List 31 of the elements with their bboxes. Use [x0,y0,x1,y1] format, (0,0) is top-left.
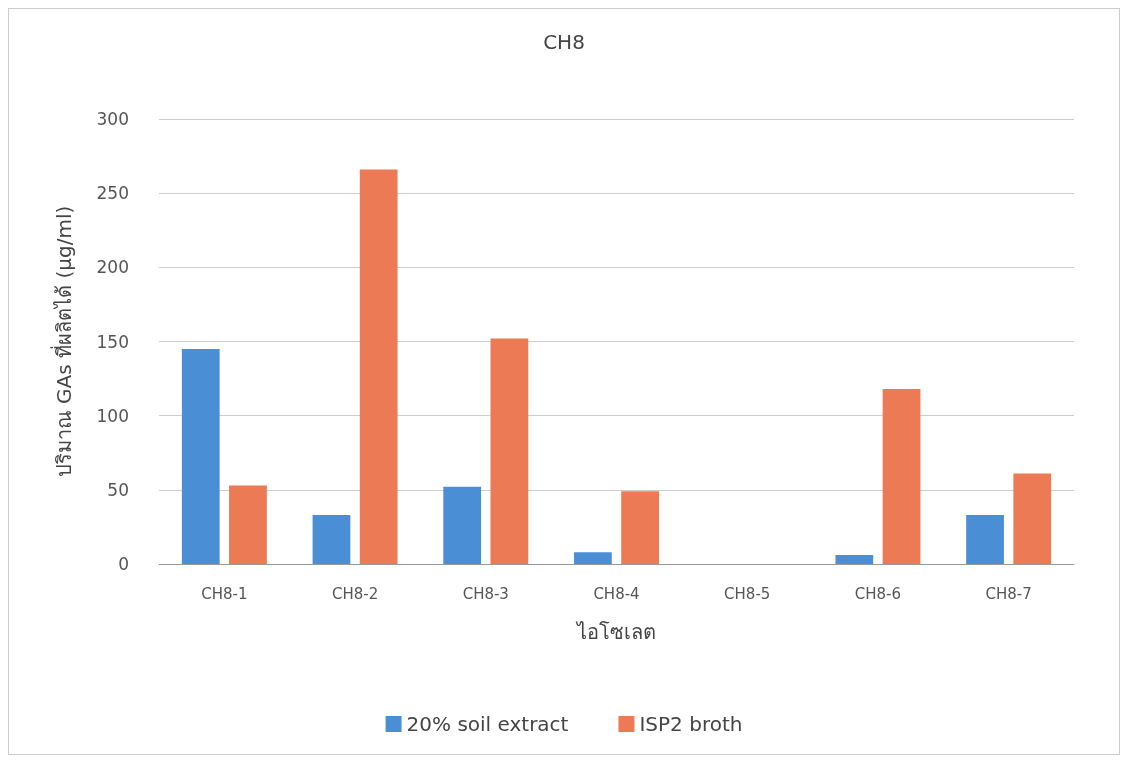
y-tick-label: 200 [96,257,129,278]
bar [966,515,1004,564]
legend-label: 20% soil extract [406,712,569,736]
bar [835,555,874,564]
x-tick-label: CH8-2 [331,584,379,603]
y-tick-label: 50 [107,479,129,500]
y-tick-label: 150 [96,331,129,352]
y-tick-label: 300 [96,109,129,129]
y-axis-title: ปริมาณ GAs ที่ผลิตได้ (µg/ml) [50,205,76,478]
bar [359,169,398,564]
x-tick-label: CH8-3 [462,584,509,603]
bar [1013,473,1052,564]
chart-title: CH8 [543,30,585,54]
bar [621,491,659,564]
bar [312,515,351,564]
x-tick-label: CH8-7 [985,584,1032,603]
bar [181,348,220,564]
y-tick-label: 250 [96,183,129,204]
bar [882,388,921,564]
x-tick-label: CH8-4 [593,584,640,603]
bar [490,338,529,564]
y-tick-label: 0 [118,554,129,574]
x-axis-title: ไอโซเลต [575,620,656,644]
x-tick-label: CH8-6 [854,584,902,603]
x-tick-label: CH8-1 [201,584,248,603]
y-tick-label: 100 [96,405,129,426]
bar [443,486,482,564]
x-tick-label: CH8-5 [724,584,771,603]
bar [229,485,267,564]
bar [574,552,612,564]
legend-label: ISP2 broth [639,712,743,736]
